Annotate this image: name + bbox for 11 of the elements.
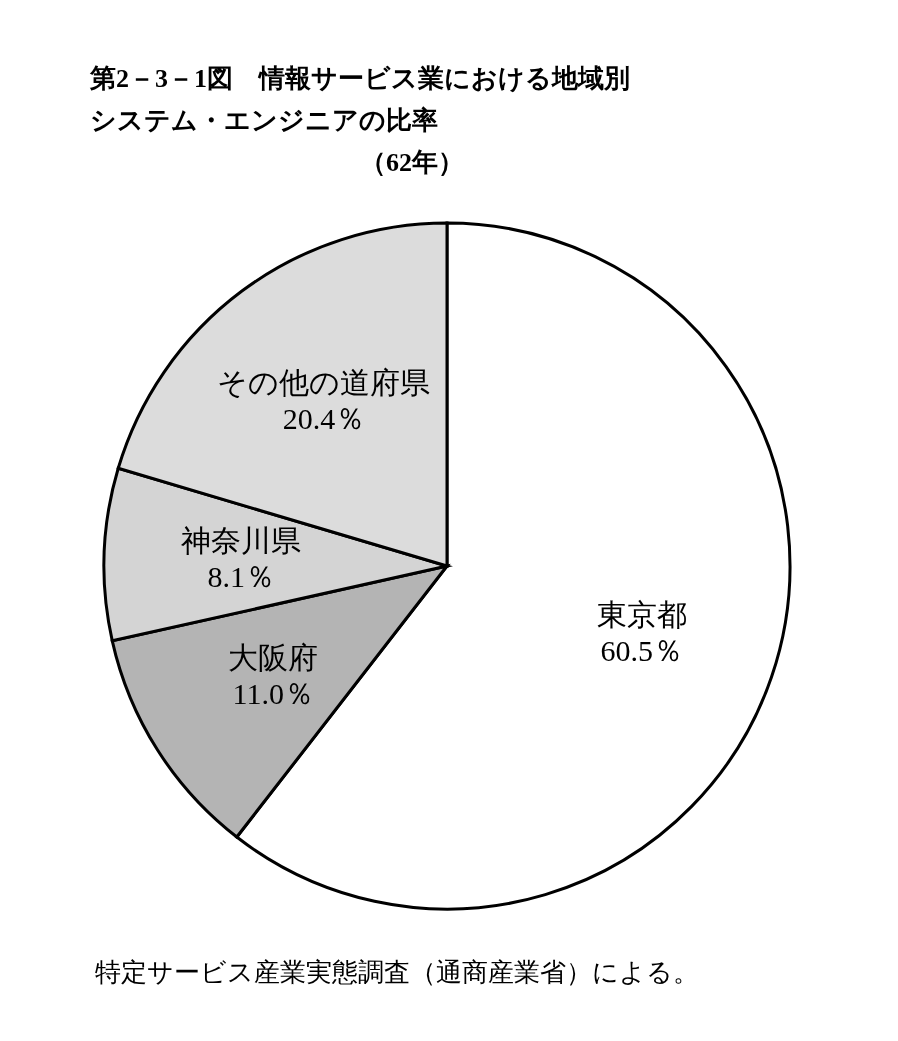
slice-label: 東京都 [596,597,687,631]
slice-label: 大阪府 [228,641,319,675]
text: 特定サービス産業実態調査（通商産業省）による。 [95,957,699,989]
chart-title: 第2－3－1図 情報サービス業における地域別システム・エンジニアの比率 [90,63,631,137]
chart-subtitle: （62年） [360,147,464,179]
slice-label: その他の道府県 [217,366,431,400]
slice-label: 神奈川県 [181,523,302,557]
data-label: 20.4％ [282,402,366,436]
data-label: 60.5％ [600,633,683,667]
data-label: 8.1％ [207,559,276,593]
data-label: 11.0％ [232,677,314,711]
